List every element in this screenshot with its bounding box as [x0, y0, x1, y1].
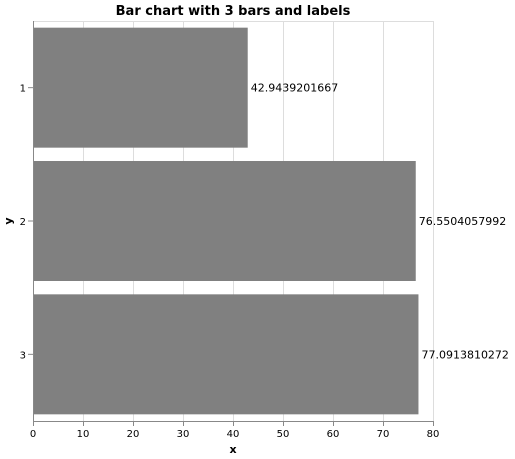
x-tick-label: 20 — [127, 429, 140, 440]
chart-title: Bar chart with 3 bars and labels — [116, 4, 351, 19]
y-tick-label-1: 1 — [20, 84, 26, 95]
y-axis-title: y — [2, 217, 15, 224]
data-label-3: 77.0913810272 — [421, 348, 508, 361]
x-tick-label: 0 — [30, 429, 36, 440]
x-tick-label: 50 — [277, 429, 290, 440]
bars — [33, 27, 419, 415]
x-tick-label: 80 — [427, 429, 440, 440]
data-label-1: 42.9439201667 — [251, 82, 338, 95]
x-tick-label: 40 — [227, 429, 240, 440]
x-tick-label: 60 — [327, 429, 340, 440]
bar-2 — [33, 161, 416, 281]
x-axis-title: x — [229, 443, 236, 456]
y-tick-label-2: 2 — [20, 217, 26, 228]
bar-1 — [33, 27, 248, 148]
data-label-2: 76.5504057992 — [419, 215, 506, 228]
x-tick-label: 30 — [177, 429, 190, 440]
data-labels: 42.9439201667 76.5504057992 77.0913810272 — [251, 82, 509, 362]
axes: 0 10 20 30 40 50 60 70 80 1 2 3 — [20, 21, 440, 440]
x-tick-label: 10 — [77, 429, 90, 440]
bar-3 — [33, 294, 419, 415]
y-tick-label-3: 3 — [20, 350, 26, 361]
x-tick-label: 70 — [377, 429, 390, 440]
